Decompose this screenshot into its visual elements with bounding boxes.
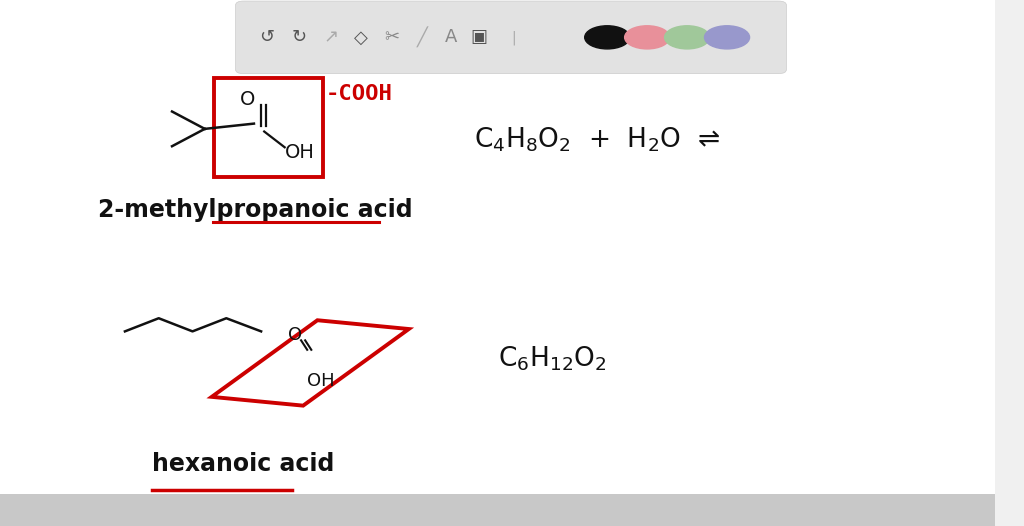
Circle shape [665,26,710,49]
Text: OH: OH [285,143,314,162]
Text: ↻: ↻ [292,28,306,46]
Text: ↺: ↺ [259,28,273,46]
Text: -COOH: -COOH [326,84,392,104]
Text: 2-methylpropanoic acid: 2-methylpropanoic acid [98,198,413,222]
Text: $\mathdefault{C_4H_8O_2}$  +  $\mathdefault{H_2O}$  ⇌: $\mathdefault{C_4H_8O_2}$ + $\mathdefaul… [474,125,720,154]
Bar [0,494,995,526]
Text: ↗: ↗ [324,28,338,46]
Text: |: | [512,30,516,45]
Text: ◇: ◇ [353,28,368,46]
Text: ✂: ✂ [385,28,399,46]
Text: hexanoic acid: hexanoic acid [152,452,334,476]
Circle shape [585,26,630,49]
Circle shape [625,26,670,49]
Bar [995,0,1024,526]
Text: O: O [240,90,256,109]
Text: $\mathdefault{C_6H_{12}O_2}$: $\mathdefault{C_6H_{12}O_2}$ [498,345,606,373]
FancyBboxPatch shape [236,1,786,74]
Text: OH: OH [307,372,334,390]
Text: O: O [288,326,302,344]
Text: A: A [444,28,457,46]
Text: ╱: ╱ [417,27,427,48]
Text: ▣: ▣ [471,28,487,46]
Circle shape [705,26,750,49]
